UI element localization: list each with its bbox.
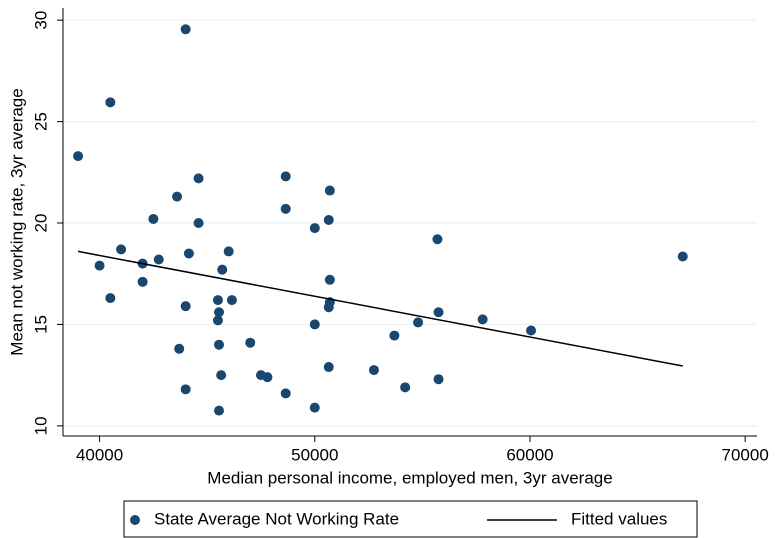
point — [137, 276, 148, 287]
point — [433, 374, 444, 385]
point — [105, 97, 116, 108]
x-tick-label: 60000 — [506, 445, 553, 464]
point — [280, 388, 291, 399]
x-tick-label: 70000 — [722, 445, 769, 464]
y-tick-label: 10 — [31, 416, 50, 435]
point — [413, 317, 424, 328]
point — [216, 370, 227, 381]
x-axis-title: Median personal income, employed men, 3y… — [207, 468, 612, 487]
point — [309, 402, 320, 413]
point — [323, 302, 334, 313]
point — [212, 295, 223, 306]
x-tick-label: 50000 — [291, 445, 338, 464]
point — [226, 295, 237, 306]
legend-marker — [130, 515, 140, 525]
y-tick-label: 20 — [31, 214, 50, 233]
point — [368, 365, 379, 376]
point — [324, 274, 335, 285]
point — [105, 293, 116, 304]
point — [180, 301, 191, 312]
y-tick-label: 15 — [31, 315, 50, 334]
point — [526, 325, 537, 336]
point — [174, 343, 185, 354]
point — [153, 254, 164, 265]
point — [183, 248, 194, 259]
point — [214, 405, 225, 416]
point — [324, 185, 335, 196]
y-axis-title: Mean not working rate, 3yr average — [7, 88, 26, 355]
point — [280, 171, 291, 182]
point — [280, 203, 291, 214]
point — [323, 362, 334, 373]
legend-label: State Average Not Working Rate — [154, 509, 399, 528]
point — [432, 234, 443, 245]
legend-label: Fitted values — [571, 509, 667, 528]
fit-line — [77, 250, 683, 367]
point — [223, 246, 234, 257]
point — [433, 307, 444, 318]
point — [309, 319, 320, 330]
point — [193, 218, 204, 229]
point — [148, 213, 159, 224]
point — [73, 151, 84, 162]
point — [400, 382, 411, 393]
x-tick-label: 40000 — [76, 445, 123, 464]
point — [262, 372, 273, 383]
point — [94, 260, 105, 271]
point — [214, 339, 225, 350]
point — [193, 173, 204, 184]
y-tick-label: 25 — [31, 112, 50, 131]
point — [212, 315, 223, 326]
point — [116, 244, 127, 255]
point — [389, 330, 400, 341]
point — [477, 314, 488, 325]
point — [309, 223, 320, 234]
point — [323, 214, 334, 225]
point — [677, 251, 688, 262]
point — [217, 264, 228, 275]
point — [180, 384, 191, 395]
point — [245, 337, 256, 348]
point — [172, 191, 183, 202]
y-tick-label: 30 — [31, 11, 50, 30]
legend-box — [123, 500, 698, 538]
point — [214, 307, 225, 318]
point — [180, 24, 191, 35]
